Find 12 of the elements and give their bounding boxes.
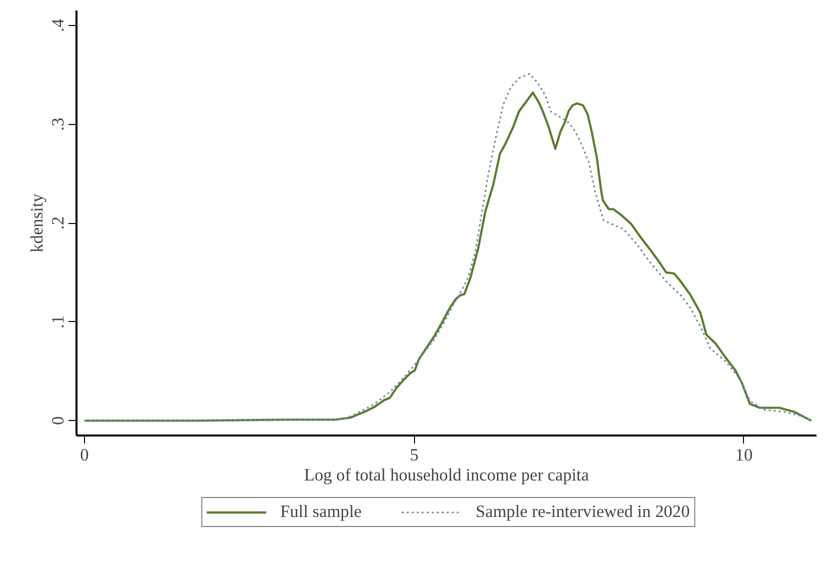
y-tick-label: .2	[48, 216, 68, 230]
y-tick-label: .4	[48, 18, 68, 32]
legend-label: Full sample	[280, 502, 362, 522]
x-tick-label: 5	[410, 446, 419, 464]
y-tick-label: 0	[48, 416, 68, 426]
legend-label: Sample re-interviewed in 2020	[476, 502, 690, 522]
x-tick-label: 10	[735, 446, 753, 464]
x-axis-title: Log of total household income per capita	[304, 466, 590, 484]
y-tick-label: .3	[48, 118, 68, 131]
y-axis-title: kdensity	[28, 193, 46, 252]
y-tick-label: .1	[48, 315, 68, 328]
x-tick-label: 0	[80, 446, 89, 464]
